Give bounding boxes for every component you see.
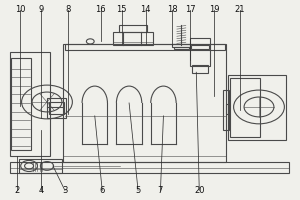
Bar: [230, 78, 260, 137]
Bar: [228, 75, 286, 140]
Bar: [63, 44, 226, 162]
Text: 17: 17: [185, 5, 196, 14]
Bar: [226, 104, 229, 114]
Text: 15: 15: [116, 5, 127, 14]
Bar: [49, 102, 64, 114]
Text: 2: 2: [14, 186, 20, 195]
Text: 8: 8: [65, 5, 70, 14]
Text: 5: 5: [135, 186, 141, 195]
Text: 21: 21: [234, 5, 245, 14]
Bar: [65, 44, 225, 50]
Text: 7: 7: [158, 186, 163, 195]
Text: 6: 6: [100, 186, 105, 195]
Text: 18: 18: [167, 5, 178, 14]
Text: 10: 10: [15, 5, 26, 14]
Text: 4: 4: [38, 186, 43, 195]
Bar: [10, 52, 50, 156]
Bar: [118, 25, 147, 32]
Text: 3: 3: [62, 186, 68, 195]
Text: 9: 9: [38, 5, 43, 14]
Bar: [174, 47, 189, 49]
Bar: [191, 45, 209, 49]
Bar: [47, 98, 66, 118]
Text: 16: 16: [95, 5, 106, 14]
Bar: [10, 162, 289, 173]
Text: 14: 14: [140, 5, 151, 14]
Text: 19: 19: [209, 5, 220, 14]
Bar: [11, 58, 31, 150]
Bar: [192, 65, 208, 73]
Bar: [190, 38, 210, 66]
Bar: [223, 90, 229, 130]
Bar: [113, 32, 153, 45]
Bar: [172, 44, 190, 47]
Bar: [19, 159, 62, 173]
Text: 20: 20: [194, 186, 205, 195]
